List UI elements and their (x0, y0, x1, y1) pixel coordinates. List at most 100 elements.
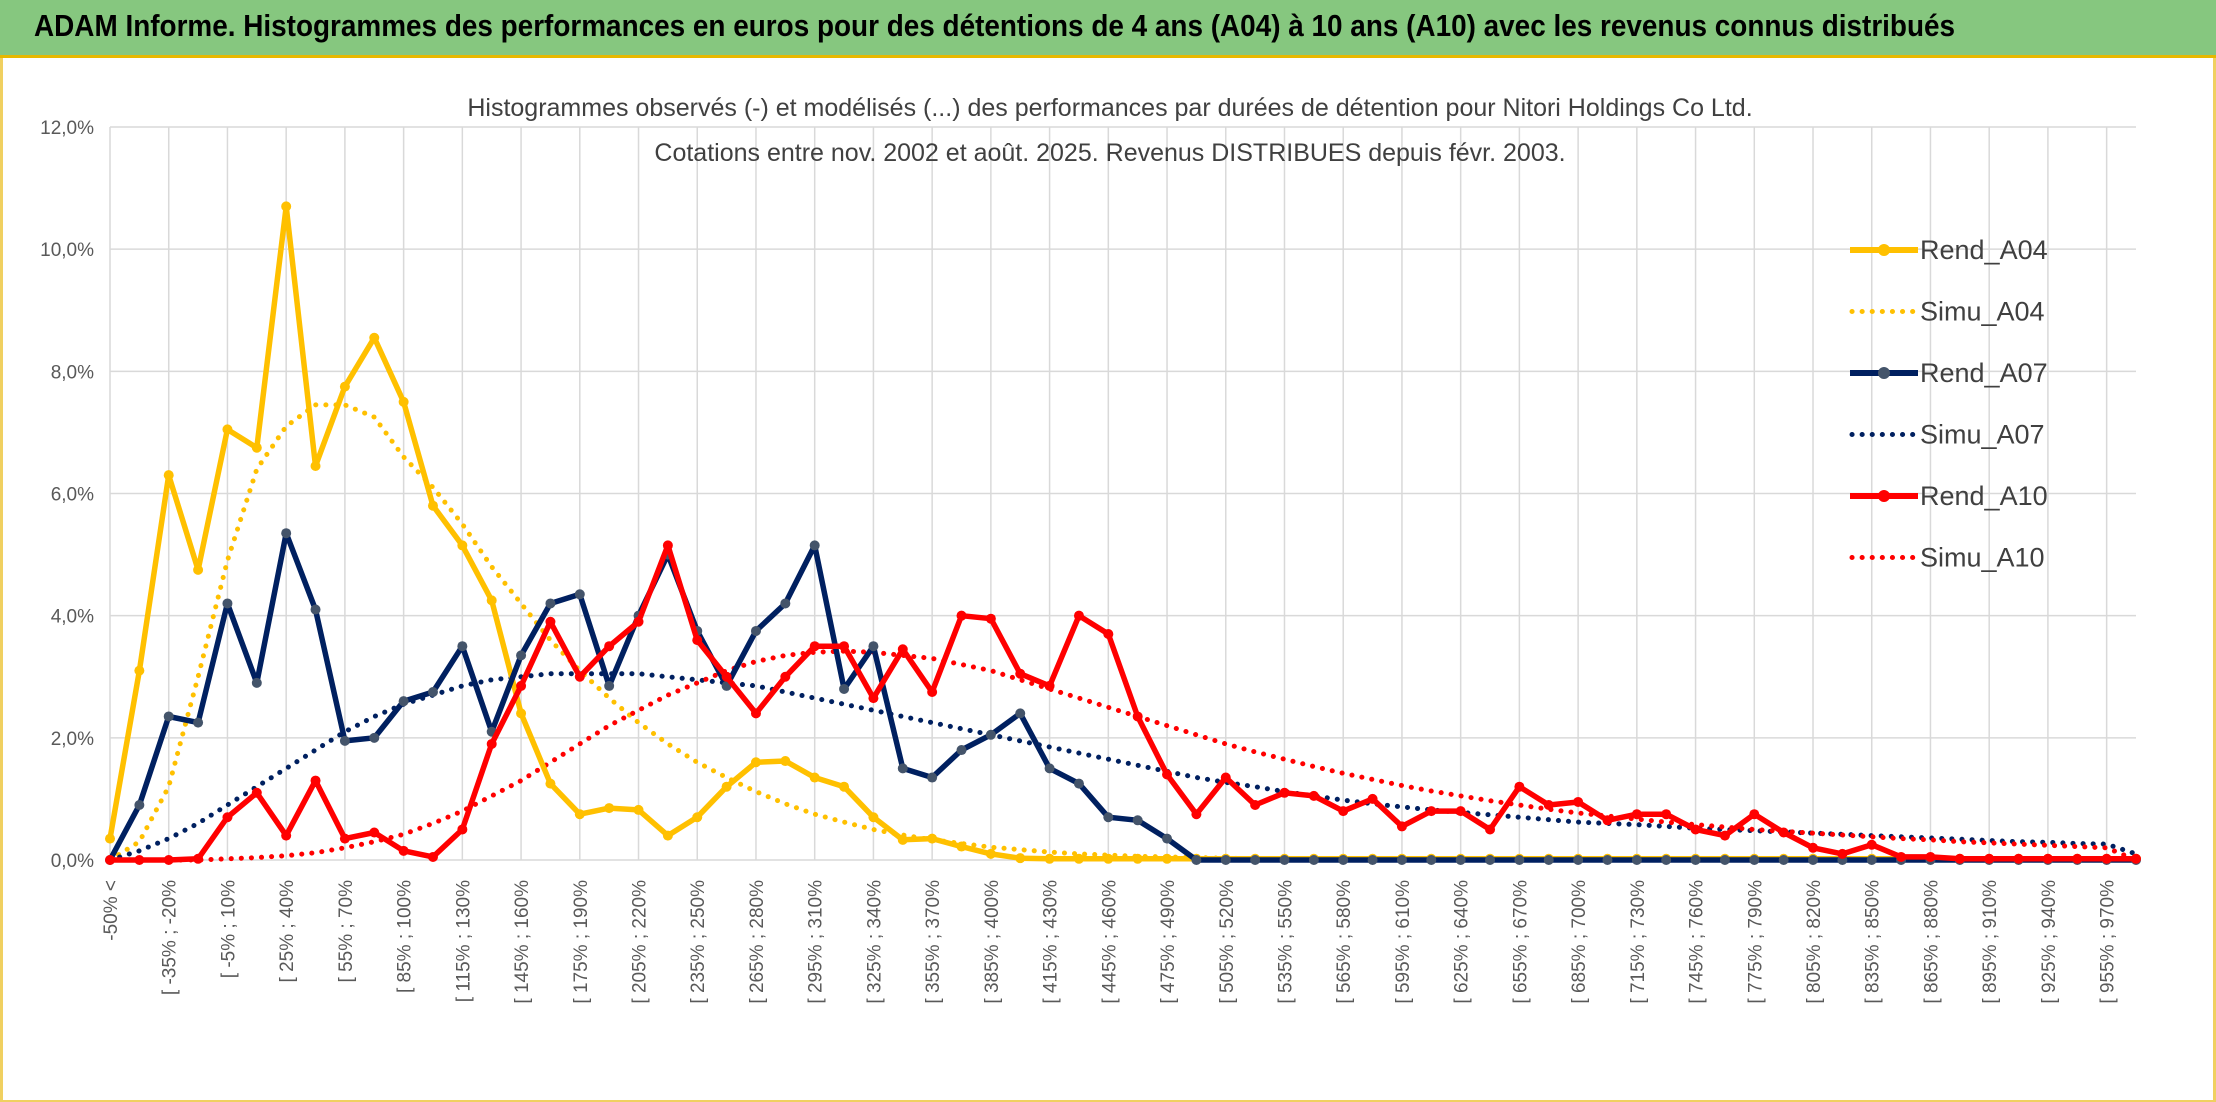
data-point (1426, 855, 1437, 865)
chart-subtitle: Cotations entre nov. 2002 et août. 2025.… (654, 139, 1565, 167)
series-line (107, 671, 2139, 863)
data-point (1073, 853, 1084, 864)
series-simu-a04 (107, 402, 2139, 863)
legend-item: Simu_A07 (1849, 420, 2045, 450)
data-point (721, 671, 732, 682)
data-point (2013, 853, 2024, 864)
series-line (107, 530, 2136, 863)
data-point (604, 803, 615, 814)
legend-marker (1878, 490, 1890, 502)
data-point (985, 613, 996, 624)
data-point (251, 787, 262, 798)
x-tick-label: [ 355% ; 370% (923, 880, 944, 1004)
chart-grid (109, 126, 2136, 861)
data-point (516, 708, 527, 719)
data-point (1690, 855, 1701, 865)
x-tick-label: [ 25% ; 40% (277, 880, 298, 983)
data-point (1514, 781, 1525, 792)
legend-label: Rend_A07 (1920, 358, 2048, 388)
data-point (750, 625, 761, 636)
data-point (1103, 812, 1114, 823)
data-point (897, 763, 908, 774)
chart-frame (0, 58, 2216, 1102)
x-tick-label: [ 835% ; 850% (1863, 880, 1884, 1004)
legend-marker (1878, 367, 1890, 379)
data-point (721, 781, 732, 792)
data-point (956, 841, 967, 852)
data-point (1073, 610, 1084, 621)
x-tick-label: [ 415% ; 430% (1041, 880, 1062, 1004)
legend-marker (1878, 244, 1890, 256)
data-point (1220, 772, 1231, 783)
data-point (1954, 853, 1965, 864)
data-point (134, 855, 145, 865)
data-point (633, 616, 644, 627)
x-tick-label: [ -5% ; 10% (218, 880, 239, 978)
data-point (339, 735, 350, 746)
data-point (1191, 809, 1202, 820)
data-point (2101, 853, 2112, 864)
x-tick-label: [ 955% ; 970% (2098, 880, 2119, 1004)
series-line (107, 203, 2136, 862)
series-line (110, 542, 2136, 863)
x-tick-label: [ 325% ; 340% (864, 880, 885, 1004)
data-point (1250, 855, 1261, 865)
data-point (1132, 711, 1143, 722)
x-tick-label: [ 145% ; 160% (512, 880, 533, 1004)
data-point (1808, 855, 1819, 865)
data-point (193, 853, 204, 864)
data-point (897, 834, 908, 845)
data-point (809, 641, 820, 652)
y-tick-label: 12,0% (40, 118, 94, 139)
data-point (1573, 855, 1584, 865)
x-tick-label: [ 865% ; 880% (1921, 880, 1942, 1004)
x-tick-label: [ 475% ; 490% (1158, 880, 1179, 1004)
data-point (1015, 853, 1026, 864)
legend-label: Simu_A07 (1920, 420, 2045, 450)
data-point (163, 855, 174, 865)
data-point (398, 696, 409, 707)
data-point (1631, 855, 1642, 865)
data-point (692, 635, 703, 646)
data-point (457, 540, 468, 551)
x-tick-label: [ 55% ; 70% (336, 880, 357, 983)
data-point (1367, 855, 1378, 865)
x-tick-label: [ 565% ; 580% (1334, 880, 1355, 1004)
data-point (1338, 855, 1349, 865)
data-point (1485, 855, 1496, 865)
data-point (281, 201, 292, 212)
x-tick-label: [ 265% ; 280% (747, 880, 768, 1004)
data-point (1132, 853, 1143, 864)
x-tick-label: [ 715% ; 730% (1628, 880, 1649, 1004)
data-point (839, 781, 850, 792)
data-point (251, 442, 262, 453)
data-point (1103, 628, 1114, 639)
data-point (1132, 815, 1143, 826)
data-point (545, 778, 556, 789)
data-point (1162, 769, 1173, 780)
data-point (662, 830, 673, 841)
y-tick-label: 0,0% (51, 851, 94, 872)
data-point (222, 598, 233, 609)
series-rend-a10 (105, 540, 2141, 865)
data-point (1367, 793, 1378, 804)
data-point (1661, 809, 1672, 820)
legend-item: Simu_A10 (1849, 543, 2045, 573)
x-tick-label: [ 895% ; 910% (1980, 880, 2001, 1004)
y-axis: 0,0% 2,0% 4,0% 6,0% 8,0% 10,0% 12,0% (40, 118, 94, 872)
data-point (662, 540, 673, 551)
data-point (1044, 763, 1055, 774)
y-tick-label: 4,0% (51, 607, 94, 628)
data-point (1778, 827, 1789, 838)
data-point (1455, 855, 1466, 865)
x-tick-label: [ 85% ; 100% (395, 880, 416, 993)
data-point (1602, 855, 1613, 865)
x-tick-label: [ 175% ; 190% (571, 880, 592, 1004)
data-point (956, 745, 967, 756)
y-tick-label: 6,0% (51, 485, 94, 506)
y-tick-label: 8,0% (51, 362, 94, 383)
data-point (281, 830, 292, 841)
data-point (927, 772, 938, 783)
data-point (1073, 778, 1084, 789)
data-point (457, 824, 468, 835)
